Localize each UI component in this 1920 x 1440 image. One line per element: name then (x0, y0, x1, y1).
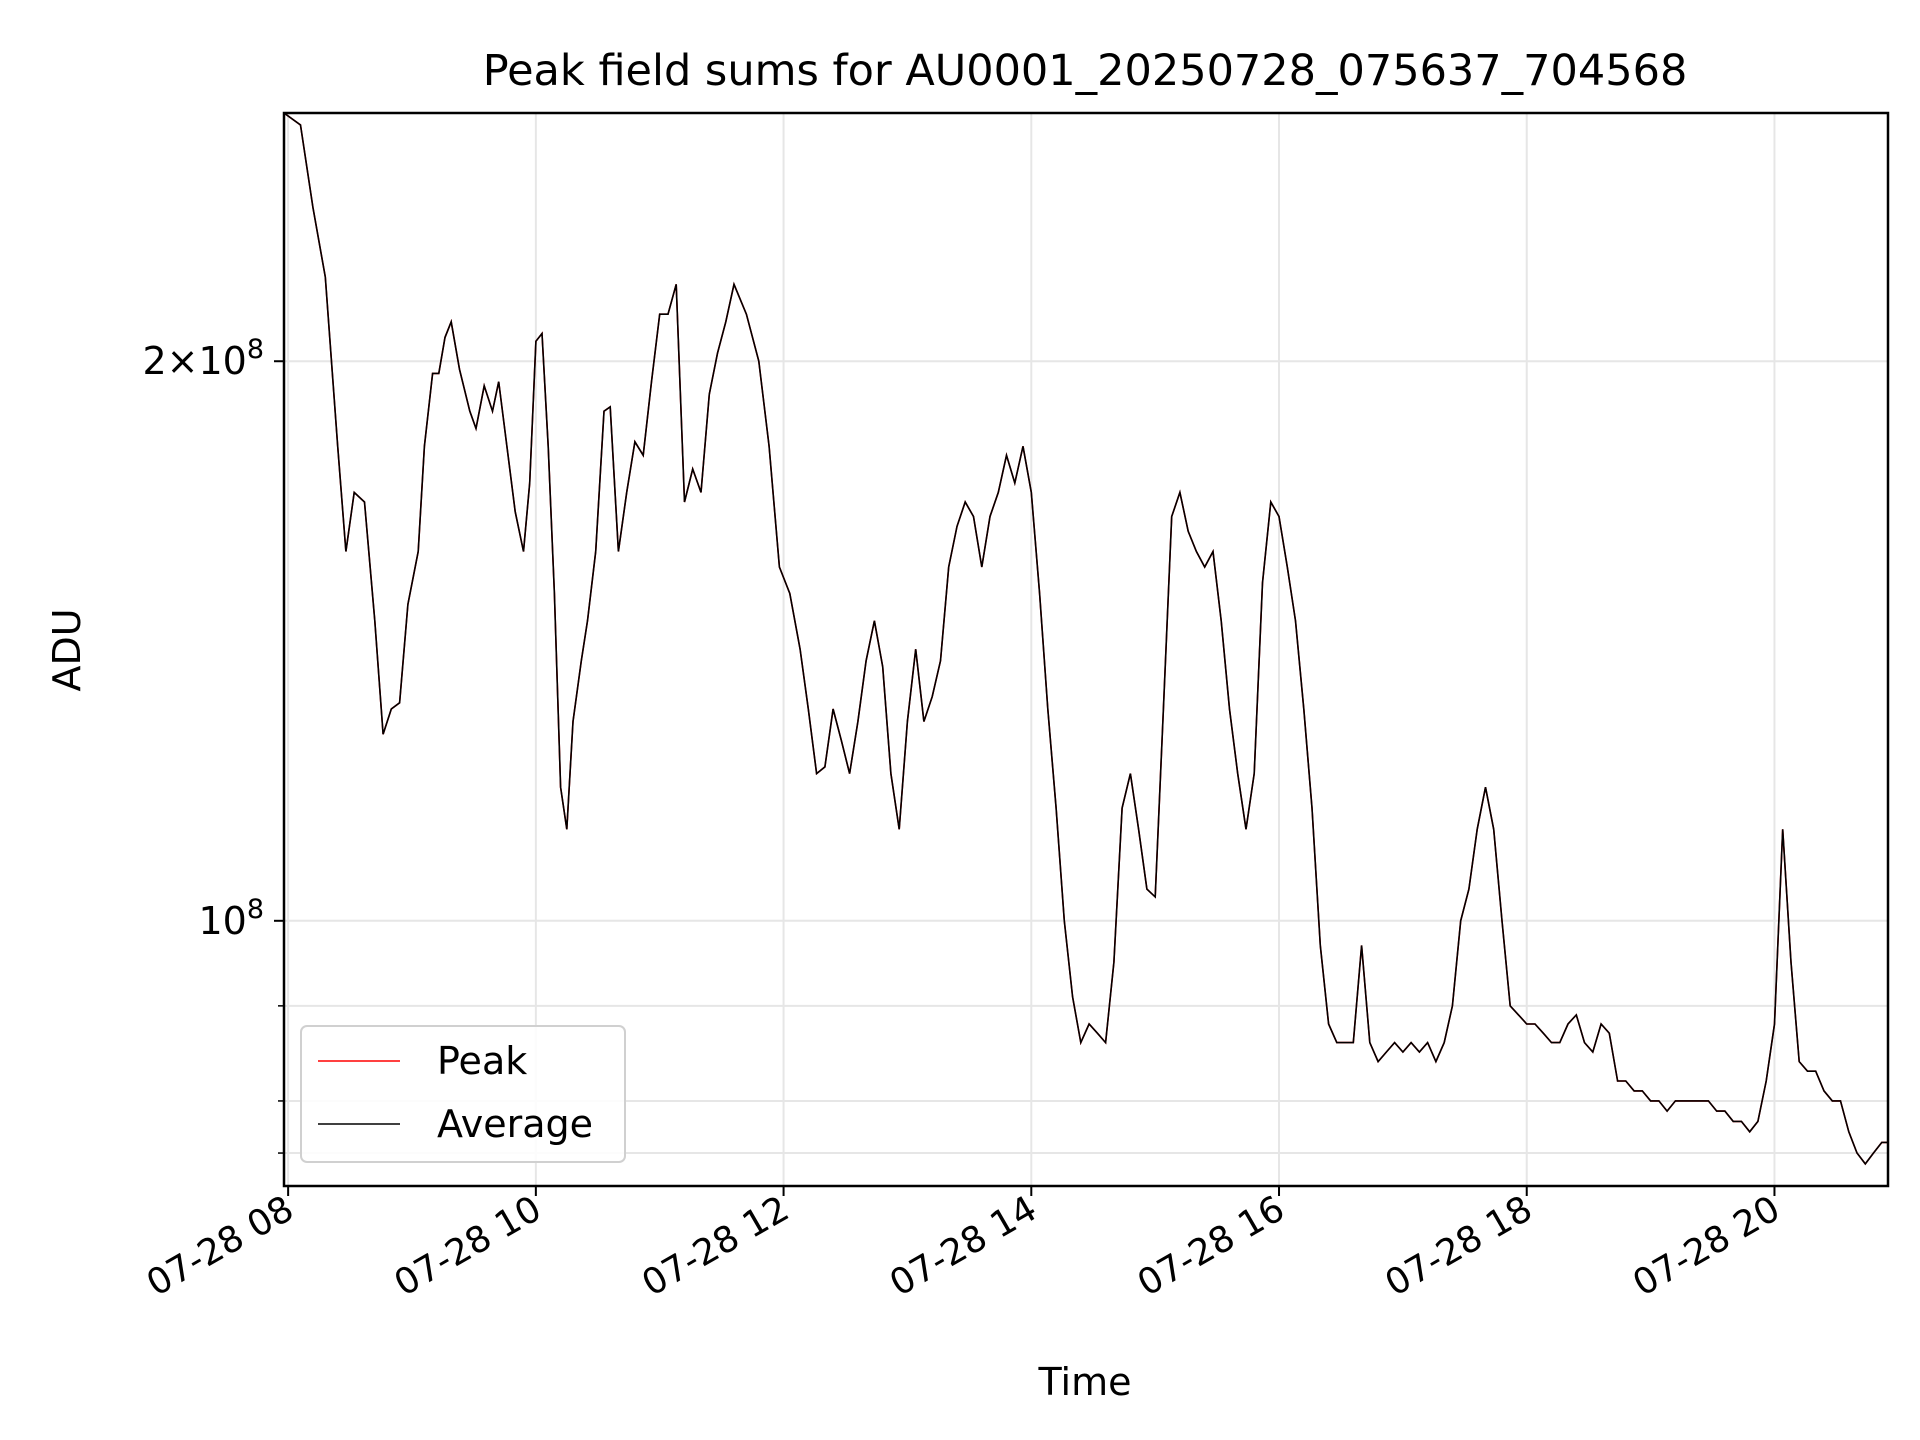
plot-frame (282, 111, 1890, 1188)
x-tick-label: 07-28 16 (1131, 1188, 1292, 1304)
y-tick-label: 2×108 (142, 334, 264, 383)
x-axis-label: Time (1038, 1360, 1132, 1404)
legend-box (300, 1025, 626, 1163)
series-line-average (284, 113, 1888, 1166)
x-tick-label: 07-28 08 (140, 1188, 301, 1304)
x-tick-label: 07-28 10 (388, 1188, 549, 1304)
x-tick-label: 07-28 20 (1626, 1188, 1787, 1304)
x-tick-label: 07-28 14 (883, 1188, 1044, 1304)
y-tick-label: 108 (198, 894, 264, 943)
plot-area (284, 113, 1888, 1166)
x-tick-label: 07-28 18 (1379, 1188, 1540, 1304)
legend: Peak Average (300, 1025, 626, 1163)
x-axis: 07-28 08 07-28 10 07-28 12 07-28 14 07-28 16… (140, 1186, 1787, 1305)
chart-title: Peak field sums for AU0001_20250728_0756… (483, 46, 1688, 96)
x-tick-label: 07-28 12 (635, 1188, 796, 1304)
y-axis: 108 2×108 (142, 334, 284, 1154)
legend-label-peak: Peak (437, 1039, 527, 1083)
y-axis-label: ADU (45, 608, 89, 691)
legend-label-average: Average (437, 1102, 593, 1146)
